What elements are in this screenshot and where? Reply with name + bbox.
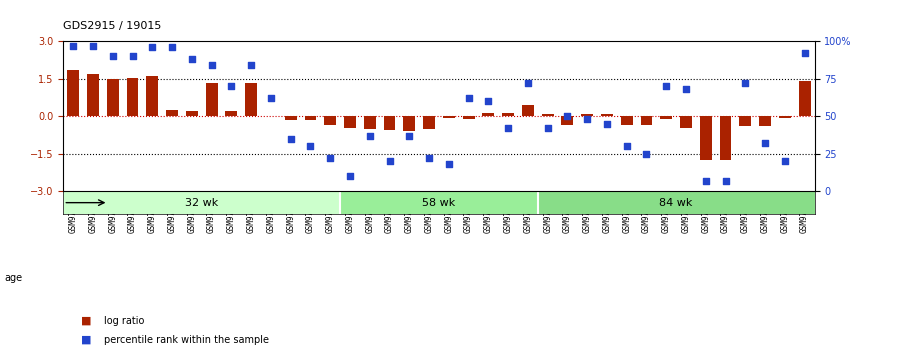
FancyBboxPatch shape	[538, 191, 814, 214]
Point	[540, 126, 555, 131]
Bar	[779, 116, 791, 118]
Bar	[384, 116, 395, 130]
Bar	[167, 110, 178, 116]
Point	[244, 63, 259, 68]
Point	[303, 144, 318, 149]
Bar	[522, 105, 534, 116]
Bar	[67, 70, 79, 116]
Bar	[719, 116, 731, 160]
Bar	[87, 74, 99, 116]
Text: ■: ■	[81, 316, 92, 326]
Point	[125, 53, 139, 59]
Point	[86, 43, 100, 49]
Text: percentile rank within the sample: percentile rank within the sample	[104, 335, 269, 345]
Point	[145, 45, 159, 50]
Point	[402, 133, 416, 139]
Bar	[561, 116, 574, 125]
Text: 58 wk: 58 wk	[423, 198, 455, 208]
Point	[777, 159, 792, 164]
Bar	[404, 116, 415, 131]
Point	[619, 144, 634, 149]
Bar	[205, 83, 217, 116]
Point	[797, 51, 812, 56]
FancyBboxPatch shape	[340, 191, 538, 214]
Bar	[304, 116, 317, 120]
Bar	[661, 116, 672, 119]
Point	[679, 87, 693, 92]
Bar	[424, 116, 435, 129]
Bar	[502, 113, 514, 116]
Bar	[641, 116, 653, 125]
Bar	[107, 79, 119, 116]
Bar	[482, 113, 494, 116]
Bar	[542, 114, 554, 116]
Point	[283, 136, 298, 142]
Point	[659, 83, 673, 89]
Point	[719, 178, 733, 184]
Point	[205, 63, 219, 68]
Text: age: age	[5, 273, 23, 283]
Bar	[186, 111, 198, 116]
Point	[382, 159, 396, 164]
Point	[738, 81, 753, 86]
Bar	[601, 115, 613, 116]
Text: 84 wk: 84 wk	[660, 198, 693, 208]
Bar	[364, 116, 376, 129]
Bar	[680, 116, 692, 128]
Bar	[739, 116, 751, 126]
Point	[323, 156, 338, 161]
Bar	[443, 116, 454, 118]
Point	[639, 151, 653, 157]
Point	[422, 156, 436, 161]
Point	[185, 57, 199, 62]
FancyBboxPatch shape	[63, 191, 340, 214]
Point	[165, 45, 179, 50]
Point	[600, 121, 614, 127]
Point	[481, 99, 496, 104]
Point	[462, 96, 476, 101]
Point	[343, 174, 357, 179]
Point	[363, 133, 377, 139]
Point	[66, 43, 81, 49]
Point	[757, 141, 772, 146]
Point	[520, 81, 535, 86]
Bar	[147, 76, 158, 116]
Bar	[127, 78, 138, 116]
Point	[263, 96, 278, 101]
Text: ■: ■	[81, 335, 92, 345]
Bar	[462, 116, 474, 119]
Point	[500, 126, 515, 131]
Point	[224, 83, 239, 89]
Text: GDS2915 / 19015: GDS2915 / 19015	[63, 21, 162, 31]
Bar	[344, 116, 356, 128]
Bar	[759, 116, 771, 126]
Bar	[245, 83, 257, 116]
Bar	[324, 116, 336, 125]
Text: log ratio: log ratio	[104, 316, 145, 326]
Point	[106, 53, 120, 59]
Bar	[799, 81, 811, 116]
Point	[442, 162, 456, 167]
Bar	[700, 116, 711, 160]
Point	[580, 117, 595, 122]
Bar	[285, 116, 297, 120]
Text: 32 wk: 32 wk	[186, 198, 218, 208]
Point	[560, 114, 575, 119]
Bar	[581, 114, 593, 116]
Bar	[621, 116, 633, 125]
Bar	[225, 111, 237, 116]
Point	[699, 178, 713, 184]
